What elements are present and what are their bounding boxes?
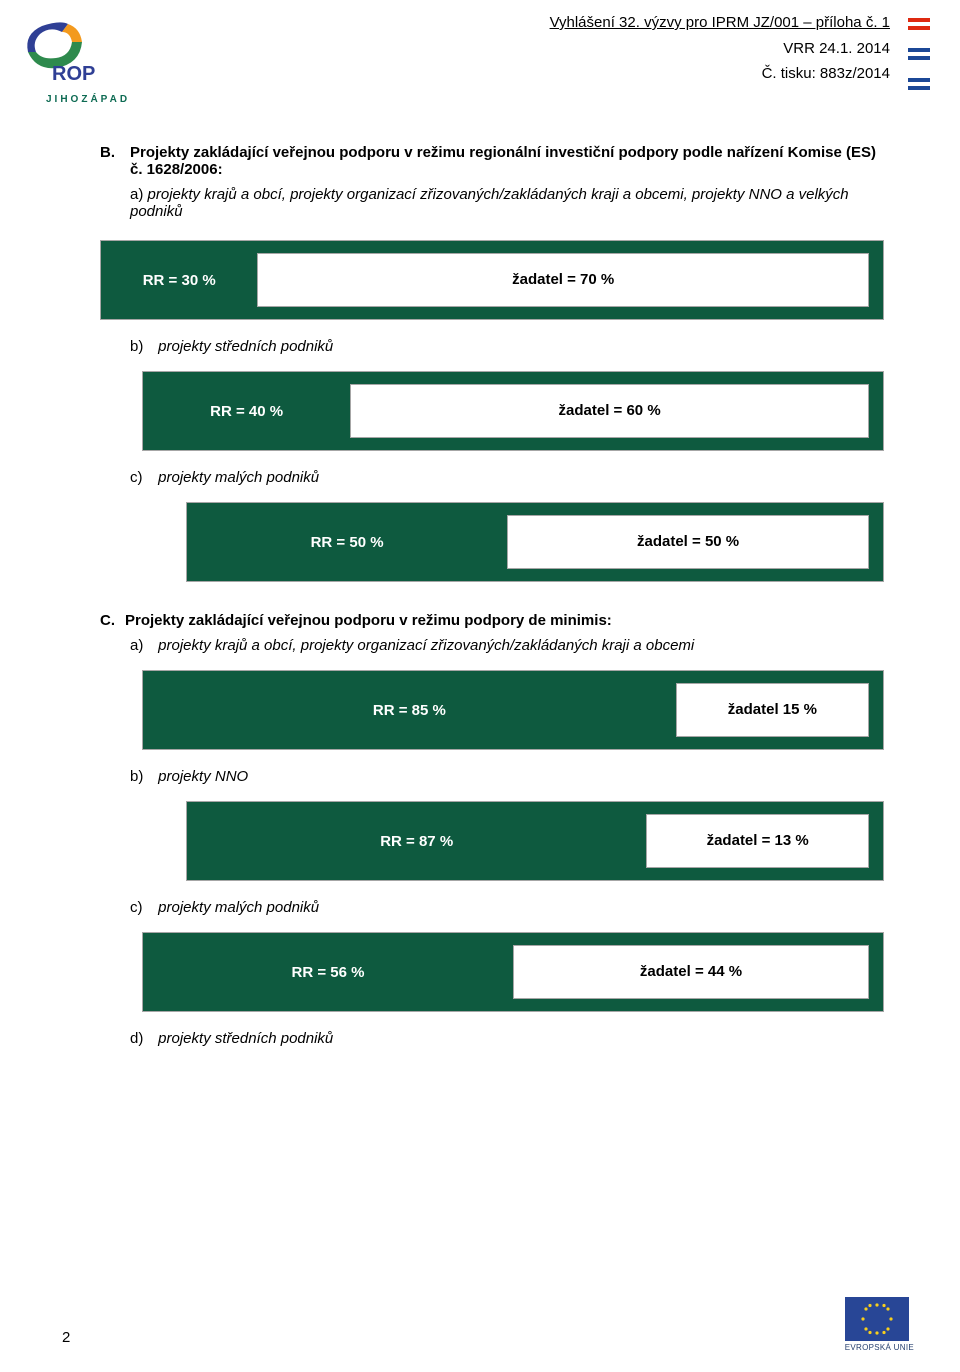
bar-rr-cell: RR = 87 % bbox=[187, 802, 646, 880]
section-c-item-b: b) projekty NNO bbox=[100, 768, 884, 785]
item-text: projekty krajů a obcí, projekty organiza… bbox=[130, 186, 849, 220]
document-print-number: Č. tisku: 883z/2014 bbox=[550, 61, 890, 87]
document-vrr: VRR 24.1. 2014 bbox=[550, 36, 890, 62]
bar-b-b: RR = 40 % žadatel = 60 % bbox=[142, 371, 884, 451]
flag-icon bbox=[908, 18, 930, 30]
eu-flag-icon bbox=[845, 1297, 909, 1341]
bar-rr-cell: RR = 40 % bbox=[143, 372, 350, 450]
page-number: 2 bbox=[62, 1329, 70, 1346]
svg-text:ROP: ROP bbox=[52, 63, 95, 85]
item-prefix: a) bbox=[130, 637, 154, 654]
item-prefix: a) bbox=[130, 186, 143, 203]
section-b-item-b: b) projekty středních podniků bbox=[100, 338, 884, 355]
eu-logo: EVROPSKÁ UNIE bbox=[845, 1297, 914, 1352]
section-b-item-c: c) projekty malých podniků bbox=[100, 469, 884, 486]
item-text: projekty malých podniků bbox=[158, 469, 319, 486]
section-b-marker: B. bbox=[100, 144, 120, 178]
bar-zadatel-cell: žadatel = 13 % bbox=[646, 814, 869, 868]
bar-c-c: RR = 56 % žadatel = 44 % bbox=[142, 932, 884, 1012]
bar-rr-cell: RR = 50 % bbox=[187, 503, 507, 581]
bar-zadatel-cell: žadatel = 44 % bbox=[513, 945, 869, 999]
section-c-title: Projekty zakládající veřejnou podporu v … bbox=[125, 612, 612, 629]
flag-icon bbox=[908, 48, 930, 60]
bar-b-a: RR = 30 % žadatel = 70 % bbox=[100, 240, 884, 320]
item-prefix: c) bbox=[130, 469, 154, 486]
section-b-item-a: a) projekty krajů a obcí, projekty organ… bbox=[100, 186, 884, 220]
bar-zadatel-cell: žadatel 15 % bbox=[676, 683, 869, 737]
rop-logo-subtext: JIHOZÁPAD bbox=[22, 94, 142, 105]
bar-zadatel-cell: žadatel = 50 % bbox=[507, 515, 869, 569]
flag-icon bbox=[908, 78, 930, 90]
document-title: Vyhlášení 32. výzvy pro IPRM JZ/001 – př… bbox=[550, 10, 890, 36]
bar-b-c: RR = 50 % žadatel = 50 % bbox=[186, 502, 884, 582]
section-c-heading: C. Projekty zakládající veřejnou podporu… bbox=[100, 612, 884, 629]
section-b-title: Projekty zakládající veřejnou podporu v … bbox=[130, 144, 884, 178]
bar-rr-cell: RR = 56 % bbox=[143, 933, 513, 1011]
section-c-item-c: c) projekty malých podniků bbox=[100, 899, 884, 916]
item-text: projekty středních podniků bbox=[158, 338, 333, 355]
item-prefix: d) bbox=[130, 1030, 154, 1047]
rop-logo-icon: ROP bbox=[22, 18, 118, 92]
section-c-marker: C. bbox=[100, 612, 115, 629]
bar-rr-cell: RR = 30 % bbox=[101, 241, 257, 319]
item-prefix: b) bbox=[130, 338, 154, 355]
bar-zadatel-cell: žadatel = 60 % bbox=[350, 384, 869, 438]
bar-c-a: RR = 85 % žadatel 15 % bbox=[142, 670, 884, 750]
item-prefix: b) bbox=[130, 768, 154, 785]
item-text: projekty malých podniků bbox=[158, 899, 319, 916]
section-c-item-a: a) projekty krajů a obcí, projekty organ… bbox=[100, 637, 884, 654]
item-text: projekty krajů a obcí, projekty organiza… bbox=[158, 637, 694, 654]
section-c-item-d: d) projekty středních podniků bbox=[100, 1030, 884, 1047]
section-b-heading: B. Projekty zakládající veřejnou podporu… bbox=[100, 144, 884, 178]
eu-logo-label: EVROPSKÁ UNIE bbox=[845, 1343, 914, 1352]
item-text: projekty NNO bbox=[158, 768, 248, 785]
item-text: projekty středních podniků bbox=[158, 1030, 333, 1047]
header-flags bbox=[908, 18, 930, 90]
document-header: Vyhlášení 32. výzvy pro IPRM JZ/001 – př… bbox=[550, 10, 890, 87]
bar-zadatel-cell: žadatel = 70 % bbox=[257, 253, 869, 307]
bar-c-b: RR = 87 % žadatel = 13 % bbox=[186, 801, 884, 881]
bar-rr-cell: RR = 85 % bbox=[143, 671, 676, 749]
item-prefix: c) bbox=[130, 899, 154, 916]
rop-logo: ROP JIHOZÁPAD bbox=[22, 18, 142, 105]
